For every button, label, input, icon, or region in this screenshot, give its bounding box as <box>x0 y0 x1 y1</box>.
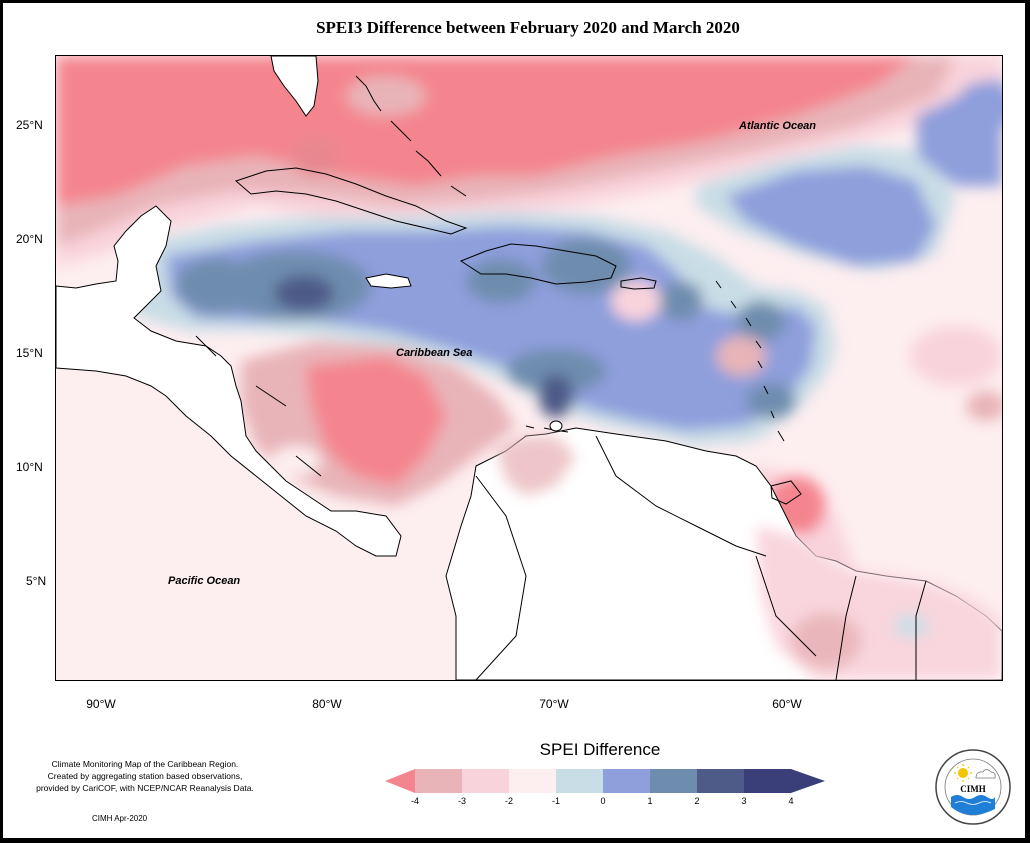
legend-tick-label: -3 <box>457 796 466 806</box>
legend-colorbar <box>385 769 825 793</box>
legend-swatch-min <box>385 769 415 793</box>
legend-tick-label: -2 <box>504 796 513 806</box>
pacific-ocean-label: Pacific Ocean <box>168 575 241 587</box>
caribbean-sea-label: Caribbean Sea <box>396 347 473 359</box>
lat-label-25n: 25°N <box>16 118 43 132</box>
legend-tick-label: -4 <box>410 796 419 806</box>
logo-text: CIMH <box>960 784 986 794</box>
cloud-icon <box>975 769 996 779</box>
legend-tick-label: -1 <box>551 796 560 806</box>
lon-label-80w: 80°W <box>312 697 342 711</box>
atlantic-ocean-label: Atlantic Ocean <box>739 120 817 132</box>
legend-tick-label: 4 <box>788 796 794 806</box>
lat-label-15n: 15°N <box>16 346 43 360</box>
lon-label-60w: 60°W <box>772 697 802 711</box>
credits-text: Climate Monitoring Map of the Caribbean … <box>20 758 270 794</box>
legend-swatch <box>650 769 697 793</box>
issued-label: CIMH Apr-2020 <box>92 814 148 823</box>
legend-tick-label: 1 <box>647 796 653 806</box>
legend-swatch <box>509 769 556 793</box>
credits-line: Climate Monitoring Map of the Caribbean … <box>51 759 239 769</box>
legend-tick-label: 2 <box>694 796 700 806</box>
legend-swatch <box>462 769 509 793</box>
legend-swatch-max <box>791 769 825 793</box>
legend-tick-label: 3 <box>741 796 747 806</box>
legend-title: SPEI Difference <box>539 740 661 759</box>
lat-label-5n: 5°N <box>26 574 47 588</box>
lon-label-70w: 70°W <box>539 697 569 711</box>
sun-icon <box>954 764 972 782</box>
legend-swatch <box>603 769 650 793</box>
waves-icon <box>951 795 995 815</box>
credits-line: provided by CariCOF, with NCEP/NCAR Rean… <box>36 783 254 793</box>
credits-line: Created by aggregating station based obs… <box>47 771 243 781</box>
legend-swatch <box>415 769 462 793</box>
spei-map <box>55 55 1003 681</box>
lat-label-10n: 10°N <box>16 460 43 474</box>
legend-swatch <box>556 769 603 793</box>
legend-swatch <box>744 769 791 793</box>
lat-label-20n: 20°N <box>16 232 43 246</box>
cimh-logo: CIMH <box>935 749 1011 825</box>
lon-label-90w: 90°W <box>86 697 116 711</box>
map-title: SPEI3 Difference between February 2020 a… <box>316 18 740 37</box>
map-canvas <box>56 56 1002 680</box>
legend-tick-label: 0 <box>600 796 606 806</box>
legend-swatch <box>697 769 744 793</box>
